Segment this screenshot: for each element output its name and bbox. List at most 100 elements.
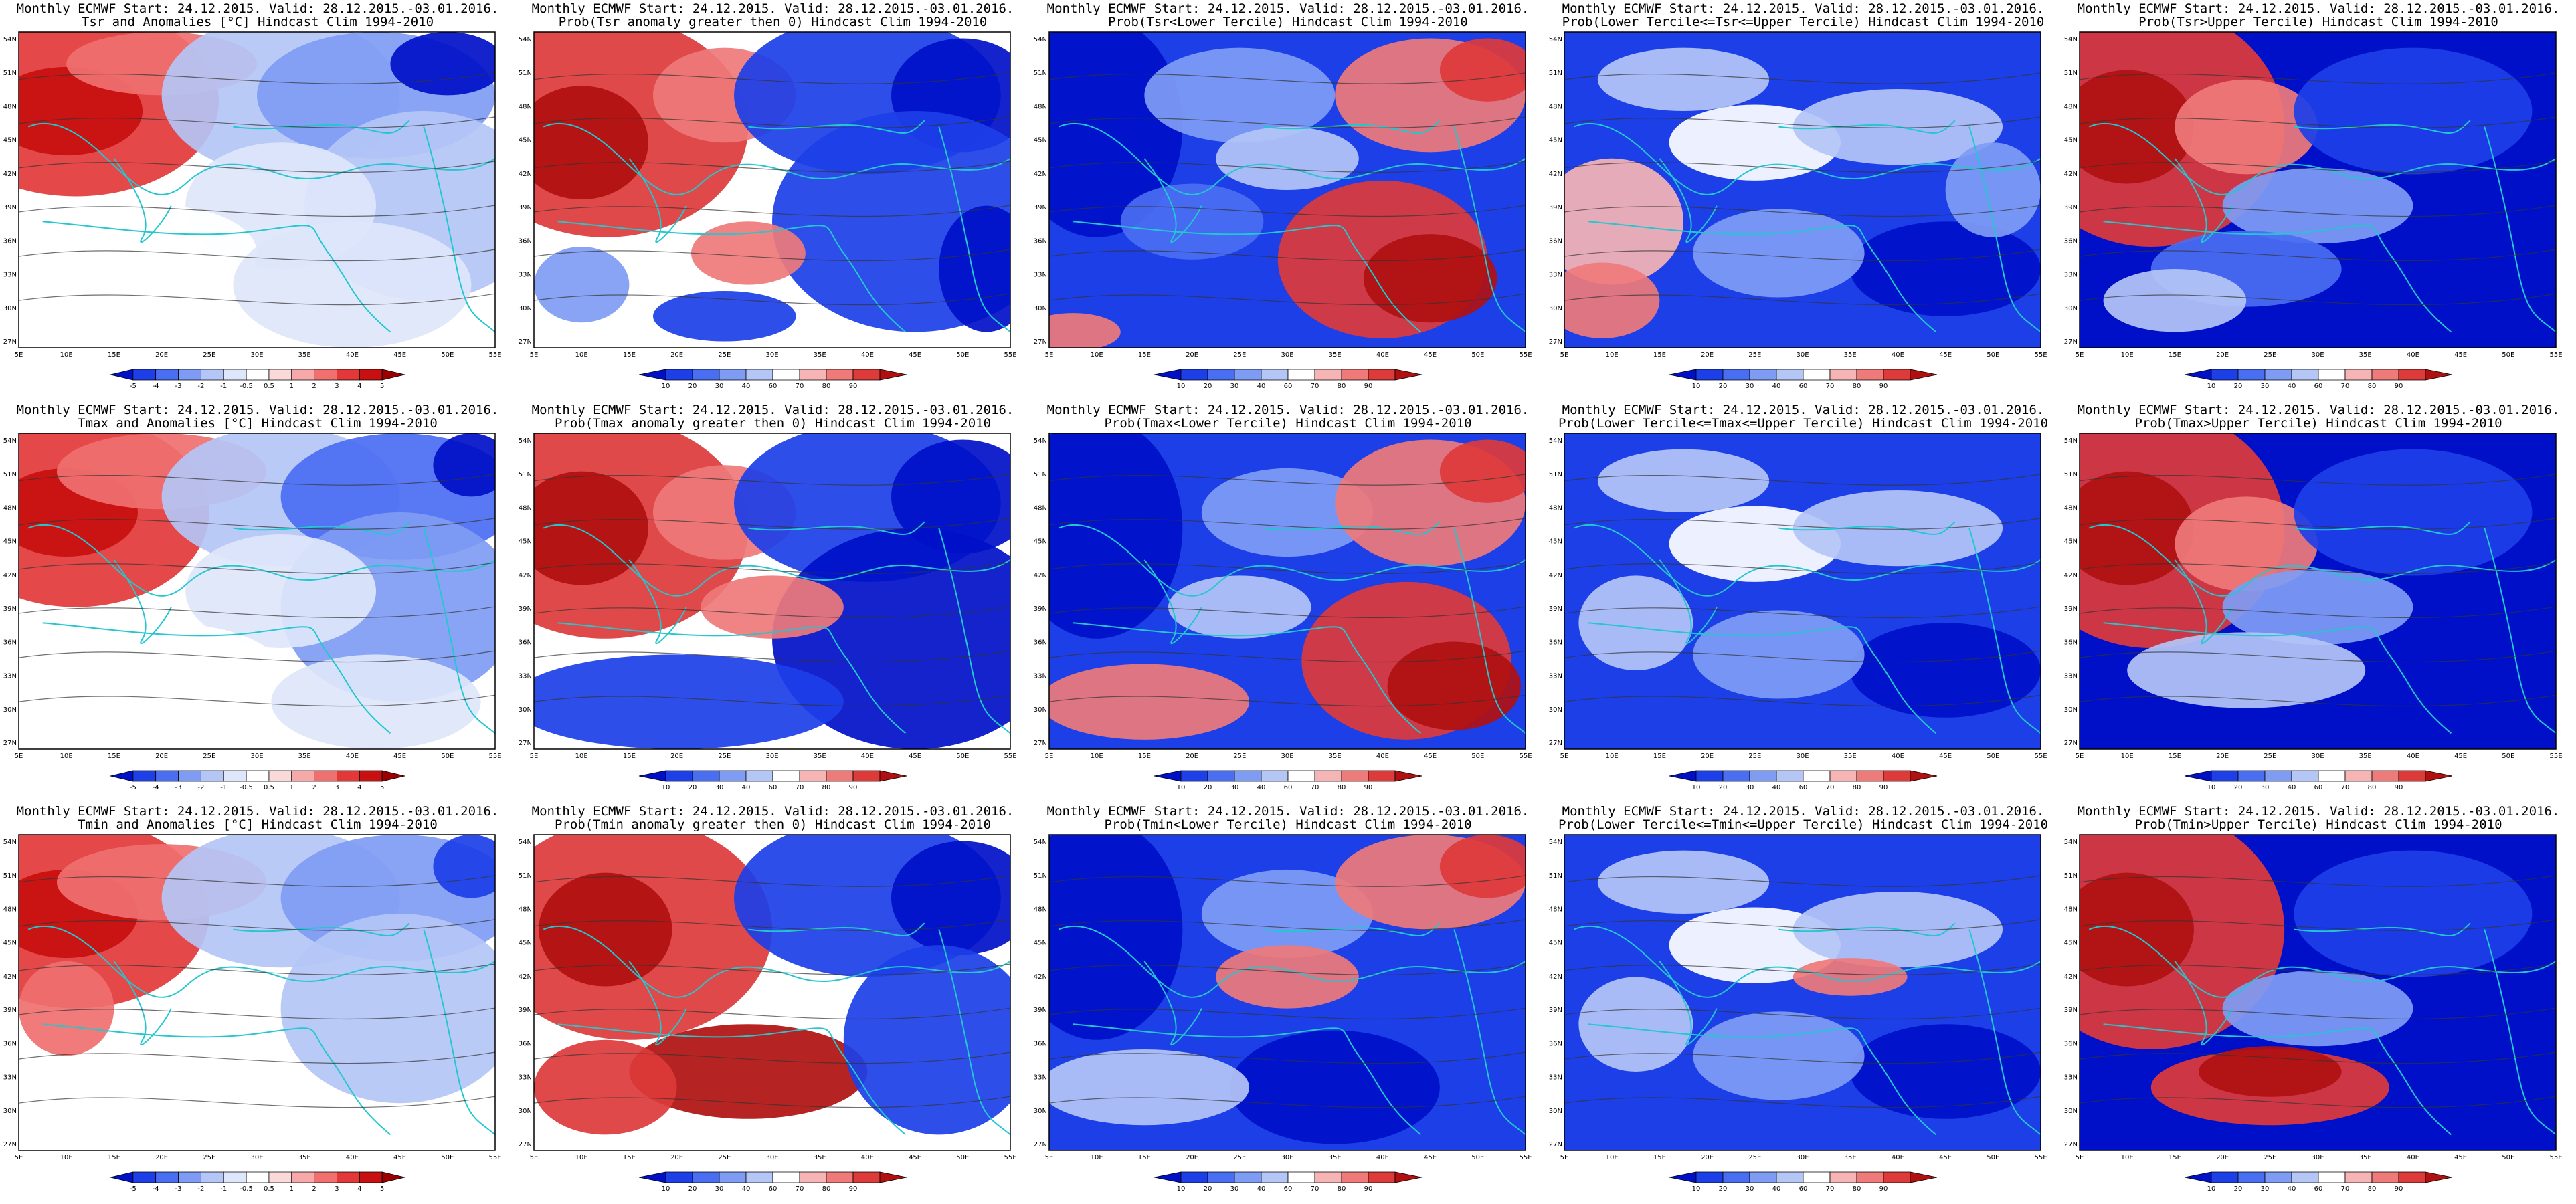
longitude-tick-label: 40E [346,351,359,359]
colorbar-label: 70 [1311,784,1319,791]
latitude-tick-label: 51N [519,872,532,880]
longitude-tick-label: 10E [2121,1154,2134,1161]
coastline [27,524,495,597]
longitude-tick-label: 55E [2034,351,2047,359]
panel-title-line2: Prob(Tmin anomaly greater then 0) Hindca… [554,817,992,832]
colorbar-swatch [2184,1171,2212,1183]
longitude-tick-label: 55E [2549,752,2562,760]
colorbar-label: 10 [662,383,670,390]
field-region [1578,575,1693,670]
longitude-tick-label: 50E [441,1154,454,1161]
colorbar-swatch [1207,770,1235,782]
panel-title-line1: Monthly ECMWF Start: 24.12.2015. Valid: … [16,1,499,16]
contour-line [2080,650,2556,663]
longitude-tick-label: 45E [909,351,921,359]
longitude-tick-label: 5E [1045,351,1054,359]
latitude-tick-label: 33N [519,1074,532,1082]
longitude-tick-label: 15E [623,752,636,760]
latitude-tick-label: 36N [1549,639,1562,646]
panel-title-line2: Prob(Tsr anomaly greater then 0) Hindcas… [558,15,988,29]
map-plot: 54N 51N 48N 45N 42N 39N 36N 33N 30N 27N 5E 10E 15E 20… [1034,834,1532,1193]
colorbar-label: 60 [2314,784,2323,791]
latitude-tick-label: 33N [3,673,17,680]
longitude-tick-label: 15E [108,351,120,359]
colorbar-label: 20 [2234,1185,2243,1193]
longitude-tick-label: 40E [346,1154,359,1161]
colorbar-swatch [2425,1171,2453,1183]
longitude-tick-label: 20E [670,351,683,359]
contour-line [534,161,1010,173]
contour-line [2080,474,2556,486]
latitude-tick-label: 39N [3,204,17,211]
colorbar-swatch [772,770,800,782]
map-frame [1048,31,1526,348]
colorbar-swatch [2184,369,2212,381]
latitude-tick-label: 27N [1034,338,1047,346]
map-plot: 54N 51N 48N 45N 42N 39N 36N 33N 30N 27N 5E 10E 15E 20… [2064,31,2563,390]
colorbar-swatch [1695,369,1724,381]
map-panel-tmax-2: Monthly ECMWF Start: 24.12.2015. Valid: … [515,401,1030,803]
longitude-tick-label: 50E [2502,752,2514,760]
coastline [557,622,907,734]
field-region [1850,1024,2041,1119]
colorbar-label: 80 [1338,784,1346,791]
coastline [1263,120,1441,134]
latitude-tick-label: 27N [1549,338,1562,346]
field-region [534,471,648,585]
longitude-tick-label: 35E [2359,351,2372,359]
latitude-tick-label: 33N [519,673,532,680]
colorbar-swatch [2344,770,2373,782]
colorbar-label: 10 [2207,383,2216,390]
latitude-tick-label: 48N [3,906,17,913]
field-region [1049,313,1121,348]
colorbar-label: 70 [796,1185,804,1193]
panel-title-line1: Monthly ECMWF Start: 24.12.2015. Valid: … [2077,1,2560,16]
longitude-tick-label: 30E [1281,351,1293,359]
colorbar-label: 0.5 [264,784,274,791]
contour-line [1049,205,1526,217]
latitude-tick-label: 45N [519,137,532,144]
longitude-tick-label: 30E [1796,1154,1809,1161]
latitude-tick-label: 30N [3,1108,17,1115]
map-frame [18,31,496,348]
coastline [2088,925,2556,998]
latitude-tick-label: 36N [1549,1040,1562,1047]
colorbar-label: 20 [688,1185,697,1193]
colorbar-swatch [1287,1171,1315,1183]
coastline [2088,524,2556,597]
map-plot: 54N 51N 48N 45N 42N 39N 36N 33N 30N 27N 5E 10E 15E 20… [1034,31,1532,390]
coastline [42,221,391,333]
colorbar-swatch [2344,1171,2373,1183]
latitude-tick-label: 33N [1034,1074,1047,1082]
colorbar-swatch [1749,770,1777,782]
latitude-tick-label: 42N [1549,973,1562,981]
longitude-tick-label: 50E [956,351,969,359]
contour-line [2080,205,2556,217]
colorbar-label: 60 [1799,784,1808,791]
field-region [433,835,495,898]
colorbar-swatch [1207,369,1235,381]
colorbar-swatch [1883,369,1911,381]
contour-line [534,606,1010,619]
colorbar-label: -5 [130,1185,136,1193]
colorbar-label: 90 [1879,383,1888,390]
colorbar-label: 30 [1230,383,1239,390]
latitude-tick-label: 36N [3,1040,17,1047]
latitude-tick-label: 51N [2064,471,2078,478]
colorbar-label: 80 [1853,1185,1861,1193]
latitude-tick-label: 39N [519,1007,532,1014]
longitude-tick-label: 25E [1233,752,1246,760]
colorbar-label: 70 [2341,1185,2350,1193]
latitude-tick-label: 42N [519,572,532,579]
colorbar-swatch [178,770,201,782]
contour-line [534,518,1010,530]
colorbar-swatch [200,770,224,782]
field-region [2294,47,2533,175]
colorbar-label: 40 [2288,1185,2296,1193]
latitude-tick-label: 33N [519,272,532,279]
coastline [2103,1023,2452,1136]
latitude-tick-label: 27N [1549,740,1562,747]
latitude-tick-label: 33N [3,1074,17,1082]
colorbar-swatch [110,770,134,782]
colorbar-swatch [1669,369,1697,381]
